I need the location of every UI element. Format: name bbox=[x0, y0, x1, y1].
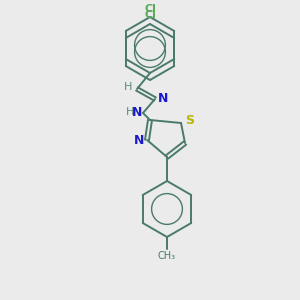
Text: H: H bbox=[126, 107, 134, 117]
Text: S: S bbox=[185, 113, 194, 127]
Text: Cl: Cl bbox=[144, 4, 156, 14]
Text: N: N bbox=[132, 106, 142, 119]
Text: N: N bbox=[134, 134, 144, 148]
Text: CH₃: CH₃ bbox=[158, 251, 176, 261]
Text: H: H bbox=[124, 82, 132, 92]
Text: N: N bbox=[158, 92, 168, 104]
Text: Cl: Cl bbox=[144, 10, 156, 20]
